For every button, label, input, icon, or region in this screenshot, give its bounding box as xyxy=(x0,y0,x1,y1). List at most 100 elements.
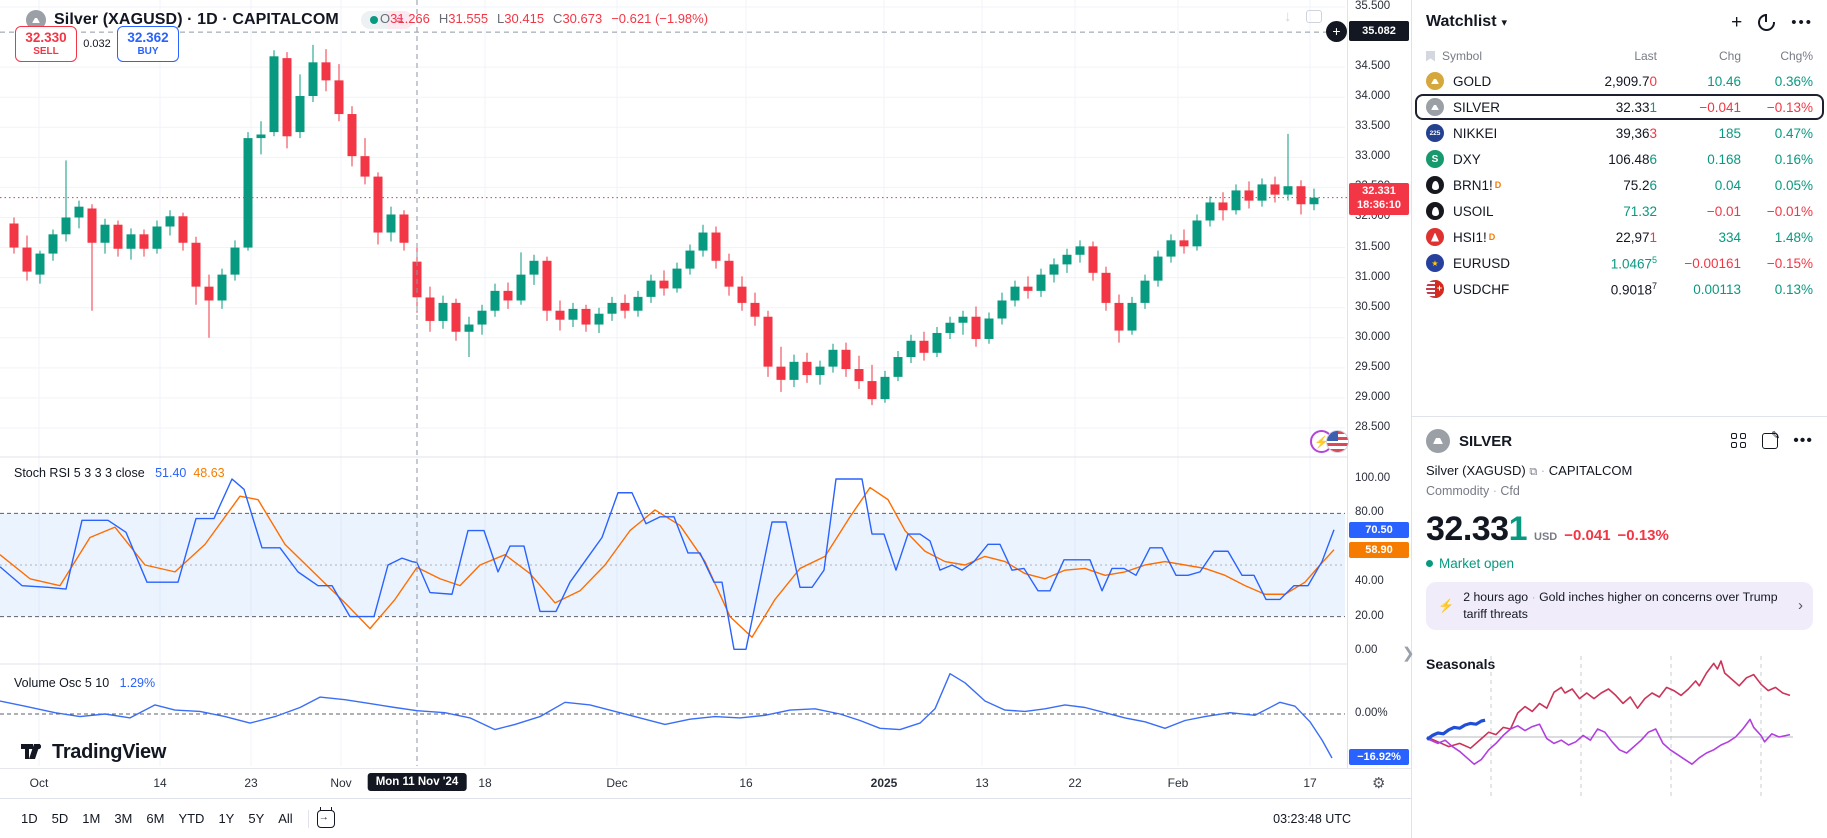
price-tick: 35.500 xyxy=(1355,0,1391,12)
chart-header: Silver (XAGUSD) · 1D · CAPITALCOM ≈ xyxy=(26,8,413,32)
time-tick: Dec xyxy=(606,776,628,790)
column-last[interactable]: Last xyxy=(1634,49,1657,63)
change-value: −0.041 xyxy=(1699,99,1741,115)
sell-button[interactable]: 32.330 SELL xyxy=(15,26,77,62)
range-button-all[interactable]: All xyxy=(278,811,293,826)
watchlist-row-gold[interactable]: GOLD 2,909.70 10.46 0.36% xyxy=(1412,68,1827,94)
range-button-6m[interactable]: 6M xyxy=(146,811,165,826)
price-tick: 31.500 xyxy=(1355,240,1391,253)
market-open-dot-icon xyxy=(360,11,387,29)
news-time: 2 hours ago xyxy=(1463,590,1529,604)
watchlist-row-usoil[interactable]: USOIL 71.32 −0.01 −0.01% xyxy=(1412,198,1827,224)
edit-note-icon[interactable] xyxy=(1762,429,1780,449)
scroll-down-icon[interactable]: ↓ xyxy=(1284,8,1292,25)
news-banner[interactable]: ⚡ 2 hours ago · Gold inches higher on co… xyxy=(1426,582,1813,630)
detail-more-icon[interactable]: ••• xyxy=(1793,432,1813,449)
column-chg[interactable]: Chg xyxy=(1718,49,1741,63)
time-tick: 16 xyxy=(739,776,753,790)
watchlist-row-hsi1[interactable]: HSI1! D 22,971 334 1.48% xyxy=(1412,224,1827,250)
market-status: Market open xyxy=(1426,556,1813,571)
tradingview-logo[interactable]: TradingView xyxy=(20,740,166,765)
column-symbol[interactable]: Symbol xyxy=(1442,49,1483,63)
watchlist-rows: GOLD 2,909.70 10.46 0.36% SILVER 32.331 −0.041… xyxy=(1412,68,1827,302)
list-flag-icon[interactable] xyxy=(1426,50,1435,62)
utc-clock[interactable]: 03:23:48 UTC xyxy=(1273,811,1351,826)
add-symbol-plus-icon[interactable]: + xyxy=(1731,11,1743,33)
toolbar-divider xyxy=(307,809,309,828)
volume-osc-line xyxy=(0,673,1333,759)
chf-icon xyxy=(1426,280,1444,298)
go-to-date-calendar-icon[interactable] xyxy=(316,806,335,828)
layout-grid-icon[interactable] xyxy=(1731,433,1747,449)
detail-exchange[interactable]: CAPITALCOM xyxy=(1548,463,1633,478)
crosshair-date-tooltip: Mon 11 Nov '24 xyxy=(367,773,467,791)
watchlist-row-brn1[interactable]: BRN1! D 75.26 0.04 0.05% xyxy=(1412,172,1827,198)
change-value: −0.00161 xyxy=(1684,255,1741,271)
price-axis[interactable]: 35.50034.50034.00033.50033.00032.50032.0… xyxy=(1326,0,1411,768)
market-status-toggle[interactable]: ≈ xyxy=(360,11,413,29)
column-chgp[interactable]: Chg% xyxy=(1780,49,1813,63)
price-tick: 33.000 xyxy=(1355,150,1391,163)
axis-settings-gear-icon[interactable]: ⚙ xyxy=(1372,775,1386,792)
watchlist-row-nikkei[interactable]: 225 NIKKEI 39,363 185 0.47% xyxy=(1412,120,1827,146)
price-tick: 31.000 xyxy=(1355,270,1391,283)
change-value: 0.04 xyxy=(1714,177,1741,193)
seasonals-chart xyxy=(1426,656,1793,796)
chart-symbol-title[interactable]: Silver (XAGUSD) · 1D · CAPITALCOM xyxy=(54,11,339,28)
hsi-icon xyxy=(1426,228,1444,246)
range-button-5y[interactable]: 5Y xyxy=(248,811,265,826)
symbol-name: SILVER xyxy=(1453,99,1501,115)
watchlist-title[interactable]: Watchlist xyxy=(1426,13,1497,30)
buy-button[interactable]: 32.362 BUY xyxy=(117,26,179,62)
detail-price-row: 32.33 1 USD −0.041 −0.13% xyxy=(1426,510,1813,549)
chevron-down-icon[interactable]: ▾ xyxy=(1501,16,1508,29)
add-order-plus-icon[interactable]: + xyxy=(1326,21,1347,42)
time-tick: Nov xyxy=(330,776,352,790)
watchlist-more-icon[interactable]: ••• xyxy=(1791,13,1813,31)
range-button-3m[interactable]: 3M xyxy=(114,811,133,826)
economic-events-icon[interactable]: ⚡ xyxy=(1310,430,1352,454)
detail-price-tick: 1 xyxy=(1508,510,1528,548)
stoch-k-value: 51.40 xyxy=(155,466,187,480)
sector-pie-icon[interactable] xyxy=(1758,13,1776,31)
watchlist-row-silver[interactable]: SILVER 32.331 −0.041 −0.13% xyxy=(1412,94,1827,120)
stoch-rsi-label[interactable]: Stoch RSI 5 3 3 3 close 51.40 48.63 xyxy=(14,466,225,480)
range-button-1y[interactable]: 1Y xyxy=(218,811,235,826)
change-percent: 0.16% xyxy=(1774,151,1813,167)
change-percent: −0.13% xyxy=(1766,99,1813,115)
last-price: 71.32 xyxy=(1623,203,1657,219)
last-price: 39,363 xyxy=(1615,125,1657,141)
time-tick: 23 xyxy=(244,776,258,790)
seasonal-purple xyxy=(1426,718,1791,765)
gold-icon xyxy=(1426,72,1444,90)
last-price: 106.486 xyxy=(1608,151,1657,167)
panel-collapse-handle[interactable]: ❯ xyxy=(1402,645,1415,662)
range-button-1m[interactable]: 1M xyxy=(82,811,101,826)
price-tick: 29.000 xyxy=(1355,390,1391,403)
change-percent: 0.47% xyxy=(1774,125,1813,141)
range-button-ytd[interactable]: YTD xyxy=(178,811,205,826)
chart-region: Silver (XAGUSD) · 1D · CAPITALCOM ≈ O31.… xyxy=(0,0,1411,838)
change-value: 334 xyxy=(1718,229,1741,245)
chart-canvas[interactable] xyxy=(0,0,1411,768)
bar-countdown: 18:36:10 xyxy=(1356,198,1402,211)
detail-symbol-name[interactable]: SILVER xyxy=(1459,432,1513,450)
stoch-d-badge: 58.90 xyxy=(1349,542,1409,558)
watchlist-row-usdchf[interactable]: USDCHF 0.90187 0.00113 0.13% xyxy=(1412,276,1827,302)
range-button-1d[interactable]: 1D xyxy=(21,811,38,826)
change-percent: 0.05% xyxy=(1774,177,1813,193)
stoch-d-value: 48.63 xyxy=(193,466,225,480)
watchlist-row-dxy[interactable]: S DXY 106.486 0.168 0.16% xyxy=(1412,146,1827,172)
range-button-5d[interactable]: 5D xyxy=(51,811,69,826)
last-price: 22,971 xyxy=(1615,229,1657,245)
camera-icon[interactable] xyxy=(1306,10,1322,23)
external-link-icon[interactable]: ⧉ xyxy=(1529,466,1538,478)
volume-osc-label[interactable]: Volume Osc 5 10 1.29% xyxy=(14,676,156,690)
time-axis[interactable]: Oct 14 23 Nov 18 Dec 16 2025 13 22 Feb 17 Mon 11 No… xyxy=(0,768,1411,798)
order-widget: 32.330 SELL 0.032 32.362 BUY xyxy=(15,26,179,62)
watchlist-row-eurusd[interactable]: ★ EURUSD 1.04675 −0.00161 −0.15% xyxy=(1412,250,1827,276)
time-tick: 18 xyxy=(478,776,492,790)
silver-icon xyxy=(1426,98,1444,116)
change-value: 0.168 xyxy=(1707,151,1741,167)
volume-osc-value: 1.29% xyxy=(119,676,156,690)
